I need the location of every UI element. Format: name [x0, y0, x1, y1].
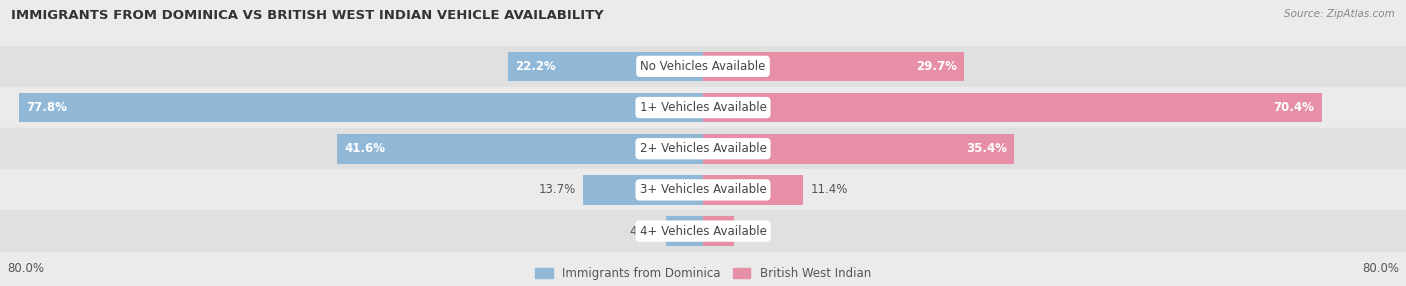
Bar	[0, 210, 1406, 252]
Bar	[703, 175, 803, 205]
Text: 3+ Vehicles Available: 3+ Vehicles Available	[640, 183, 766, 196]
Text: 4.2%: 4.2%	[630, 225, 659, 238]
Text: 29.7%: 29.7%	[917, 60, 957, 73]
Text: 35.4%: 35.4%	[966, 142, 1007, 155]
Bar	[0, 169, 1406, 210]
Bar	[666, 216, 703, 246]
Text: 70.4%: 70.4%	[1274, 101, 1315, 114]
Bar	[703, 51, 965, 81]
Bar	[337, 134, 703, 164]
Text: 2+ Vehicles Available: 2+ Vehicles Available	[640, 142, 766, 155]
Text: No Vehicles Available: No Vehicles Available	[640, 60, 766, 73]
Bar	[508, 51, 703, 81]
Bar	[703, 216, 734, 246]
Text: 13.7%: 13.7%	[538, 183, 575, 196]
Text: 11.4%: 11.4%	[810, 183, 848, 196]
Bar	[0, 128, 1406, 169]
Text: 1+ Vehicles Available: 1+ Vehicles Available	[640, 101, 766, 114]
Text: 3.5%: 3.5%	[741, 225, 770, 238]
Bar	[703, 93, 1322, 122]
Text: 4+ Vehicles Available: 4+ Vehicles Available	[640, 225, 766, 238]
Bar	[582, 175, 703, 205]
Legend: Immigrants from Dominica, British West Indian: Immigrants from Dominica, British West I…	[536, 267, 870, 280]
Text: 22.2%: 22.2%	[515, 60, 555, 73]
Text: 77.8%: 77.8%	[27, 101, 67, 114]
Text: IMMIGRANTS FROM DOMINICA VS BRITISH WEST INDIAN VEHICLE AVAILABILITY: IMMIGRANTS FROM DOMINICA VS BRITISH WEST…	[11, 9, 605, 21]
Text: 80.0%: 80.0%	[1362, 262, 1399, 275]
Text: 41.6%: 41.6%	[344, 142, 385, 155]
Text: Source: ZipAtlas.com: Source: ZipAtlas.com	[1284, 9, 1395, 19]
Bar	[703, 134, 1014, 164]
Bar	[0, 46, 1406, 87]
Bar	[0, 87, 1406, 128]
Text: 80.0%: 80.0%	[7, 262, 44, 275]
Bar	[20, 93, 703, 122]
